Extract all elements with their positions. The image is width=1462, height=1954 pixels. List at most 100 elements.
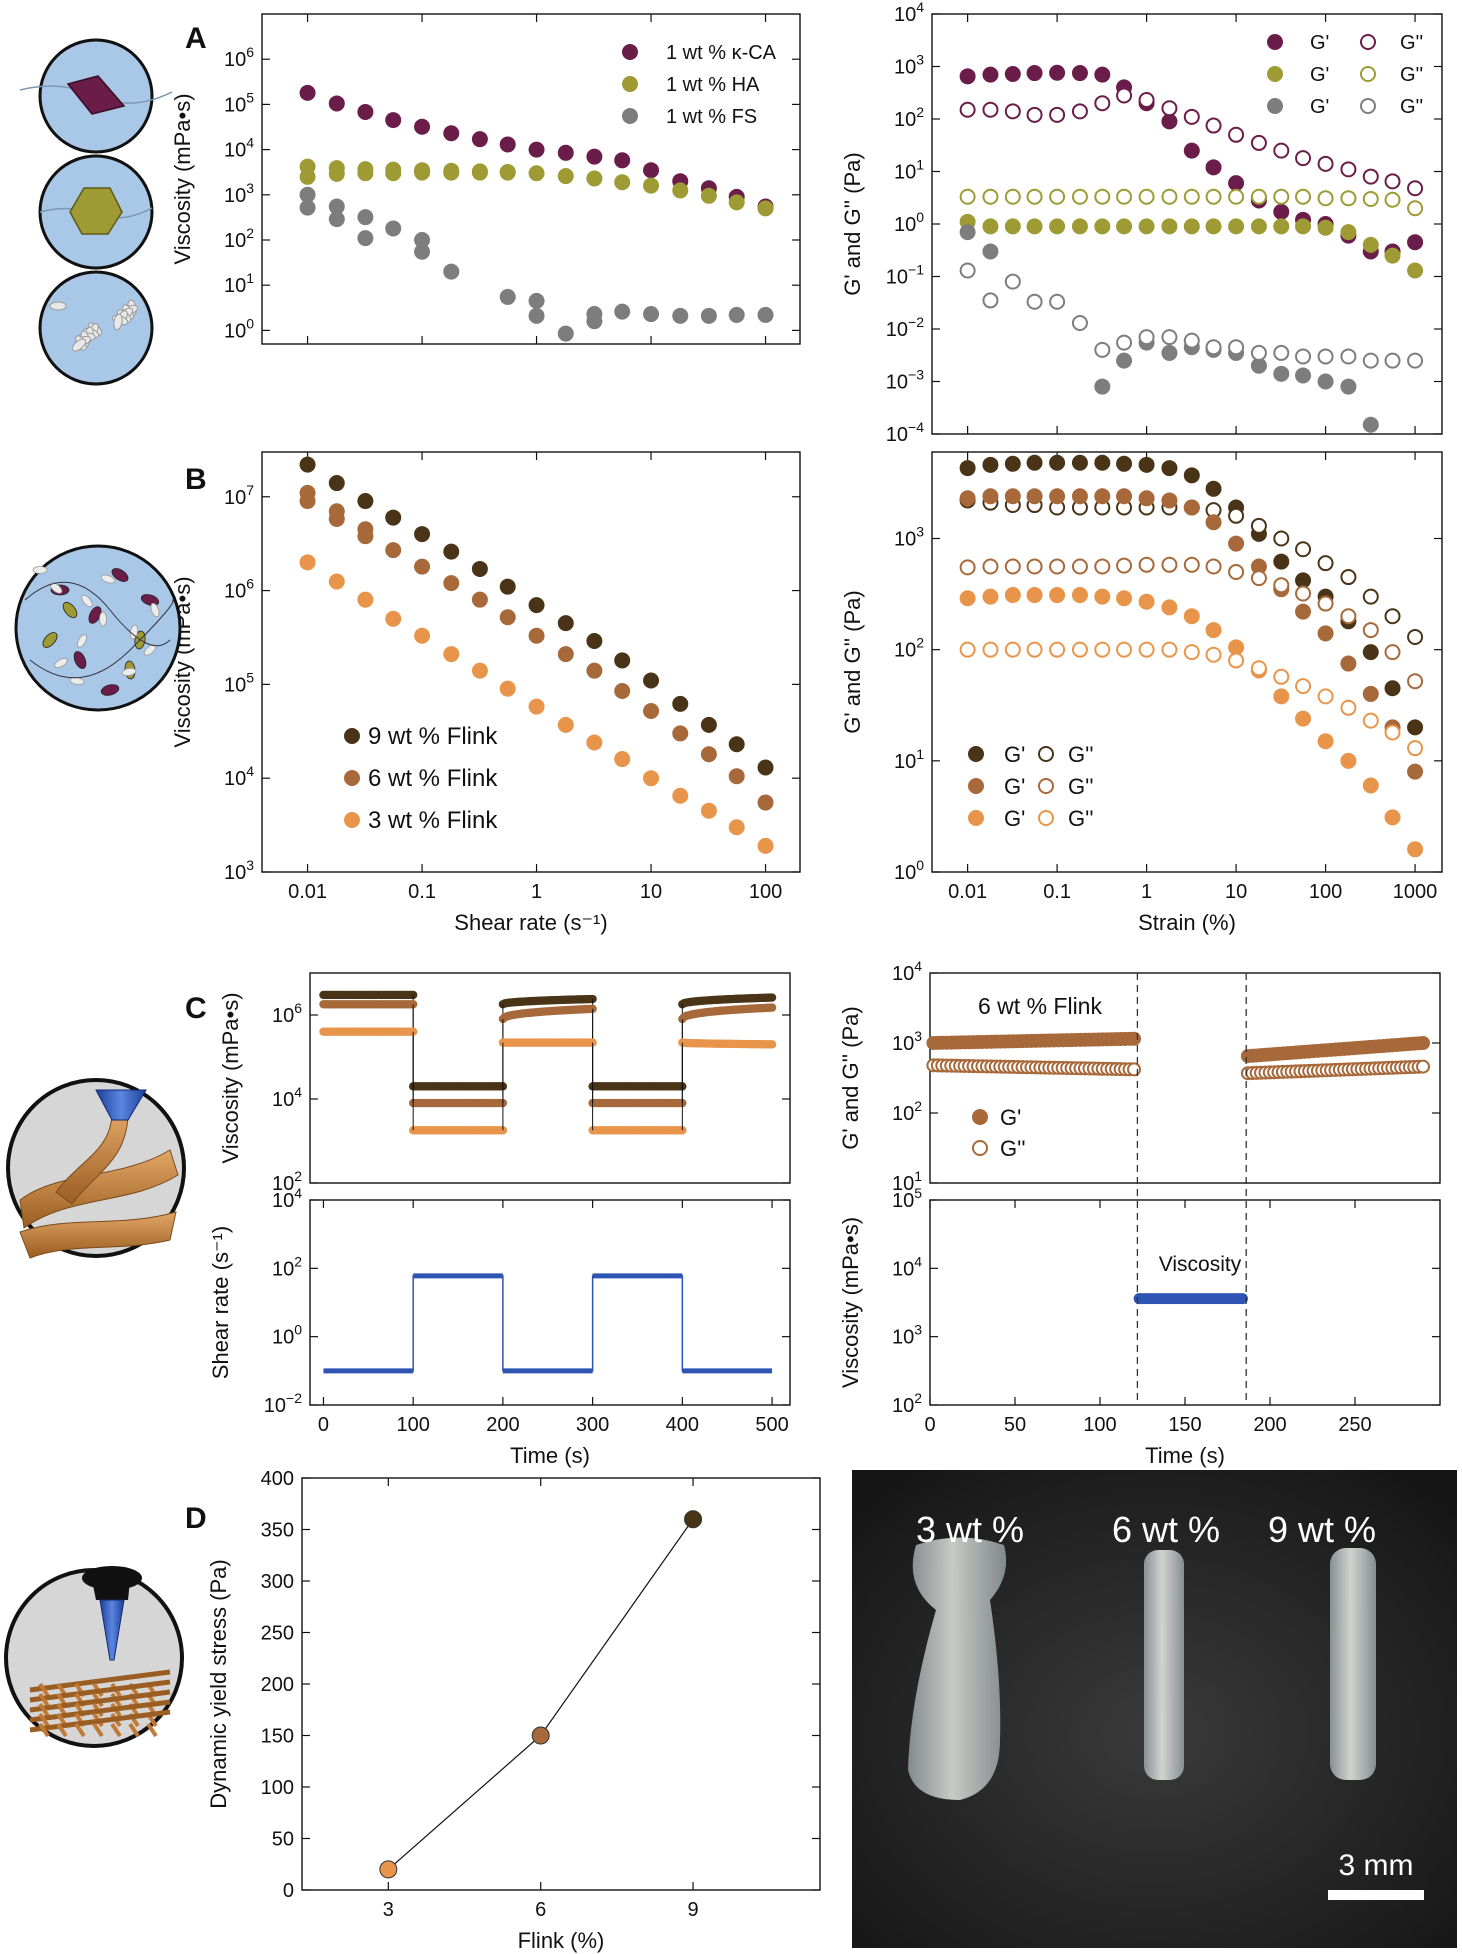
data-point bbox=[1116, 352, 1133, 369]
data-point bbox=[1362, 644, 1379, 661]
data-point bbox=[1384, 680, 1401, 697]
data-point bbox=[614, 652, 631, 669]
data-point bbox=[972, 1109, 988, 1125]
data-point bbox=[1340, 569, 1357, 586]
data-point bbox=[379, 1860, 398, 1879]
nozzle bbox=[99, 1599, 125, 1661]
flink-mixture-icon bbox=[14, 544, 182, 712]
data-point bbox=[528, 307, 545, 324]
panel-label-b: B bbox=[185, 463, 207, 496]
data-point bbox=[1317, 595, 1334, 612]
data-point bbox=[672, 307, 689, 324]
data-point bbox=[1071, 315, 1088, 332]
data-point bbox=[672, 787, 689, 804]
fs-particle-icon bbox=[38, 270, 154, 386]
legend-label: 1 wt % FS bbox=[666, 106, 757, 128]
fs-particle bbox=[81, 594, 93, 608]
data-point bbox=[1407, 262, 1424, 279]
panel-label-a: A bbox=[185, 22, 207, 55]
data-point bbox=[443, 125, 460, 142]
y-axis-label: Viscosity (mPa•s) bbox=[218, 992, 243, 1163]
x-tick-label: 200 bbox=[486, 1414, 519, 1436]
data-point bbox=[557, 716, 574, 733]
data-point bbox=[1049, 488, 1066, 505]
x-tick-label: 6 bbox=[535, 1899, 546, 1921]
data-point bbox=[471, 164, 488, 181]
y-tick-label: 103 bbox=[224, 180, 254, 207]
data-point bbox=[1384, 809, 1401, 826]
data-point bbox=[1360, 66, 1376, 82]
x-tick-label: 0.1 bbox=[1043, 881, 1071, 903]
panel-label-d: D bbox=[185, 1502, 207, 1535]
x-tick-label: 100 bbox=[396, 1414, 429, 1436]
chart-C-left-top: 102 104 106 Viscosity (mPa•s) bbox=[218, 972, 791, 1195]
legend-label: 9 wt % Flink bbox=[368, 723, 498, 750]
data-point bbox=[1205, 646, 1222, 663]
y-axis-label: Viscosity (mPa•s) bbox=[170, 93, 195, 264]
printed-layer bbox=[56, 1722, 68, 1738]
data-point bbox=[1026, 558, 1043, 575]
data-point bbox=[1116, 488, 1133, 505]
y-tick-label: 100 bbox=[272, 1322, 302, 1349]
y-tick-label: 104 bbox=[224, 763, 254, 790]
data-point bbox=[1317, 348, 1334, 365]
chart-C-left-bottom: 0 100 200 300 400 500 10−2 100 102 104 Shear rate … bbox=[208, 1185, 791, 1468]
data-point bbox=[968, 810, 984, 826]
data-point bbox=[385, 112, 402, 129]
data-point bbox=[1250, 660, 1267, 677]
x-tick-label: 0.01 bbox=[948, 881, 987, 903]
data-point bbox=[528, 292, 545, 309]
data-point bbox=[557, 325, 574, 342]
data-point bbox=[1116, 188, 1133, 205]
data-point bbox=[1094, 641, 1111, 658]
data-point bbox=[1038, 778, 1054, 794]
data-point bbox=[1071, 587, 1088, 604]
printing-nozzle-icon bbox=[4, 1566, 184, 1748]
x-axis-label: Flink (%) bbox=[518, 1928, 605, 1953]
data-point bbox=[1416, 1059, 1430, 1074]
data-point bbox=[1049, 293, 1066, 310]
data-point bbox=[1250, 344, 1267, 361]
y-tick-label: 100 bbox=[894, 209, 924, 236]
data-point bbox=[1407, 200, 1424, 217]
data-point bbox=[1407, 673, 1424, 690]
data-point bbox=[1094, 488, 1111, 505]
data-point bbox=[1384, 173, 1401, 190]
y-tick-label: 102 bbox=[272, 1253, 302, 1280]
data-point bbox=[1360, 98, 1376, 114]
y-axis-label: G' and G'' (Pa) bbox=[840, 590, 865, 733]
data-point bbox=[1026, 188, 1043, 205]
y-tick-label: 106 bbox=[224, 44, 254, 71]
y-tick-label: 103 bbox=[894, 52, 924, 79]
data-point bbox=[1094, 95, 1111, 112]
data-point bbox=[982, 456, 999, 473]
y-tick-label: 0 bbox=[283, 1880, 294, 1902]
data-point bbox=[1116, 590, 1133, 607]
data-point bbox=[299, 84, 316, 101]
data-point bbox=[684, 1510, 703, 1529]
data-point bbox=[328, 165, 345, 182]
fs-particle bbox=[121, 667, 137, 677]
legend-label: G'' bbox=[1068, 774, 1094, 799]
data-point bbox=[959, 68, 976, 85]
data-point bbox=[982, 101, 999, 118]
data-point bbox=[959, 262, 976, 279]
data-point bbox=[767, 993, 777, 1002]
data-point bbox=[767, 1003, 777, 1012]
y-tick-label: 10−2 bbox=[886, 314, 924, 341]
data-point bbox=[299, 493, 316, 510]
data-point bbox=[528, 597, 545, 614]
data-point bbox=[586, 170, 603, 187]
data-point bbox=[1407, 352, 1424, 369]
y-tick-label: 102 bbox=[272, 1168, 302, 1195]
annotation-label: Viscosity bbox=[1159, 1253, 1242, 1276]
data-point bbox=[614, 683, 631, 700]
data-point bbox=[959, 641, 976, 658]
y-axis-label: Dynamic yield stress (Pa) bbox=[206, 1559, 231, 1808]
data-point bbox=[1250, 218, 1267, 235]
data-point bbox=[1407, 719, 1424, 736]
data-point bbox=[385, 610, 402, 627]
data-point bbox=[1273, 142, 1290, 159]
data-point bbox=[1038, 810, 1054, 826]
